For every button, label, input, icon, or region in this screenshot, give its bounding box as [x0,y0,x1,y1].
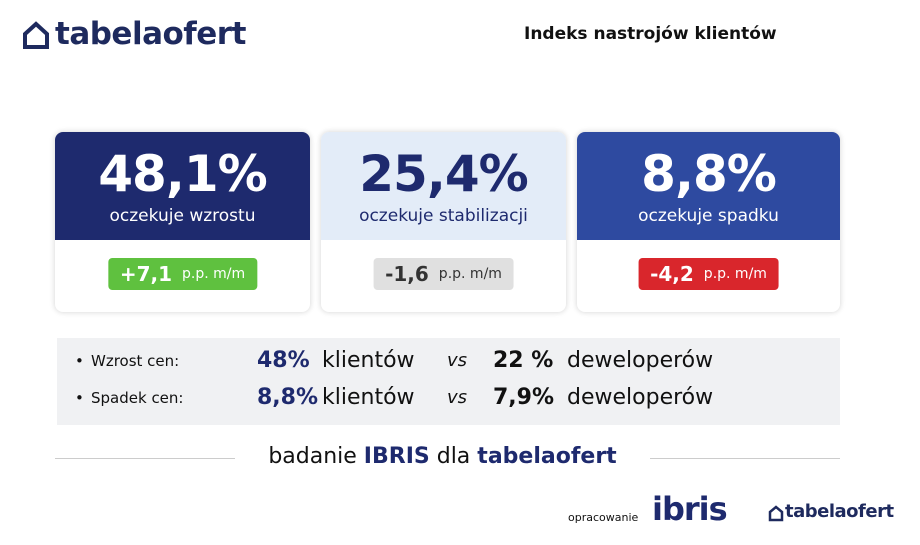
card-value: 48,1% [98,145,267,203]
vs: vs [447,350,468,371]
comparison-row: • Wzrost cen: 48% klientów vs 22 % dewel… [57,346,840,376]
comparison: • Wzrost cen: 48% klientów vs 22 % dewel… [57,338,840,425]
change-badge: -4,2 p.p. m/m [638,258,779,290]
row-label: Spadek cen: [91,389,184,407]
logo-icon [768,505,784,522]
divider [55,458,235,459]
change-unit: p.p. m/m [703,266,767,282]
clients-value: 8,8% [257,385,319,410]
developers-text: deweloperów [567,385,714,410]
change-badge: +7,1 p.p. m/m [107,258,258,290]
card-label: oczekuje spadku [638,206,779,226]
clients-text: klientów [322,385,415,410]
change-badge: -1,6 p.p. m/m [373,258,514,290]
comparison-row: • Spadek cen: 8,8% klientów vs 7,9% dewe… [57,383,840,413]
change-value: -4,2 [650,262,694,286]
caption-text: badanie [268,444,357,469]
card-value: 25,4% [359,145,528,203]
card-label: oczekuje stabilizacji [359,206,528,226]
card-header: 25,4% oczekuje stabilizacji [321,132,566,240]
vs: vs [447,387,468,408]
caption-brand: tabelaofert [477,444,617,469]
caption-ibris: IBRIS [363,444,430,469]
clients-value: 48% [257,348,310,373]
footer-logo: tabelaofert [785,501,894,522]
divider [650,458,840,459]
bullet: • [75,389,84,407]
change-value: -1,6 [385,262,429,286]
developers-text: deweloperów [567,348,714,373]
caption-text: dla [436,444,471,469]
card: 25,4% oczekuje stabilizacji -1,6 p.p. m/… [321,132,566,312]
logo: tabelaofert [55,16,246,52]
row-label: Wzrost cen: [91,352,180,370]
change-value: +7,1 [119,262,173,286]
ibris-logo: ibris [652,490,728,528]
card-header: 8,8% oczekuje spadku [577,132,840,240]
change-unit: p.p. m/m [182,266,246,282]
card-value: 8,8% [641,145,777,203]
bullet: • [75,352,84,370]
card: 8,8% oczekuje spadku -4,2 p.p. m/m [577,132,840,312]
card: 48,1% oczekuje wzrostu +7,1 p.p. m/m [55,132,310,312]
card-header: 48,1% oczekuje wzrostu [55,132,310,240]
change-unit: p.p. m/m [438,266,502,282]
title: Indeks nastrojów klientów [524,24,777,44]
caption: badanie IBRIS dla tabelaofert [240,444,645,469]
card-label: oczekuje wzrostu [109,206,256,226]
logo-icon [23,21,49,49]
developers-value: 22 % [493,348,554,373]
developers-value: 7,9% [493,385,555,410]
clients-text: klientów [322,348,415,373]
credit: opracowanie [568,511,639,524]
